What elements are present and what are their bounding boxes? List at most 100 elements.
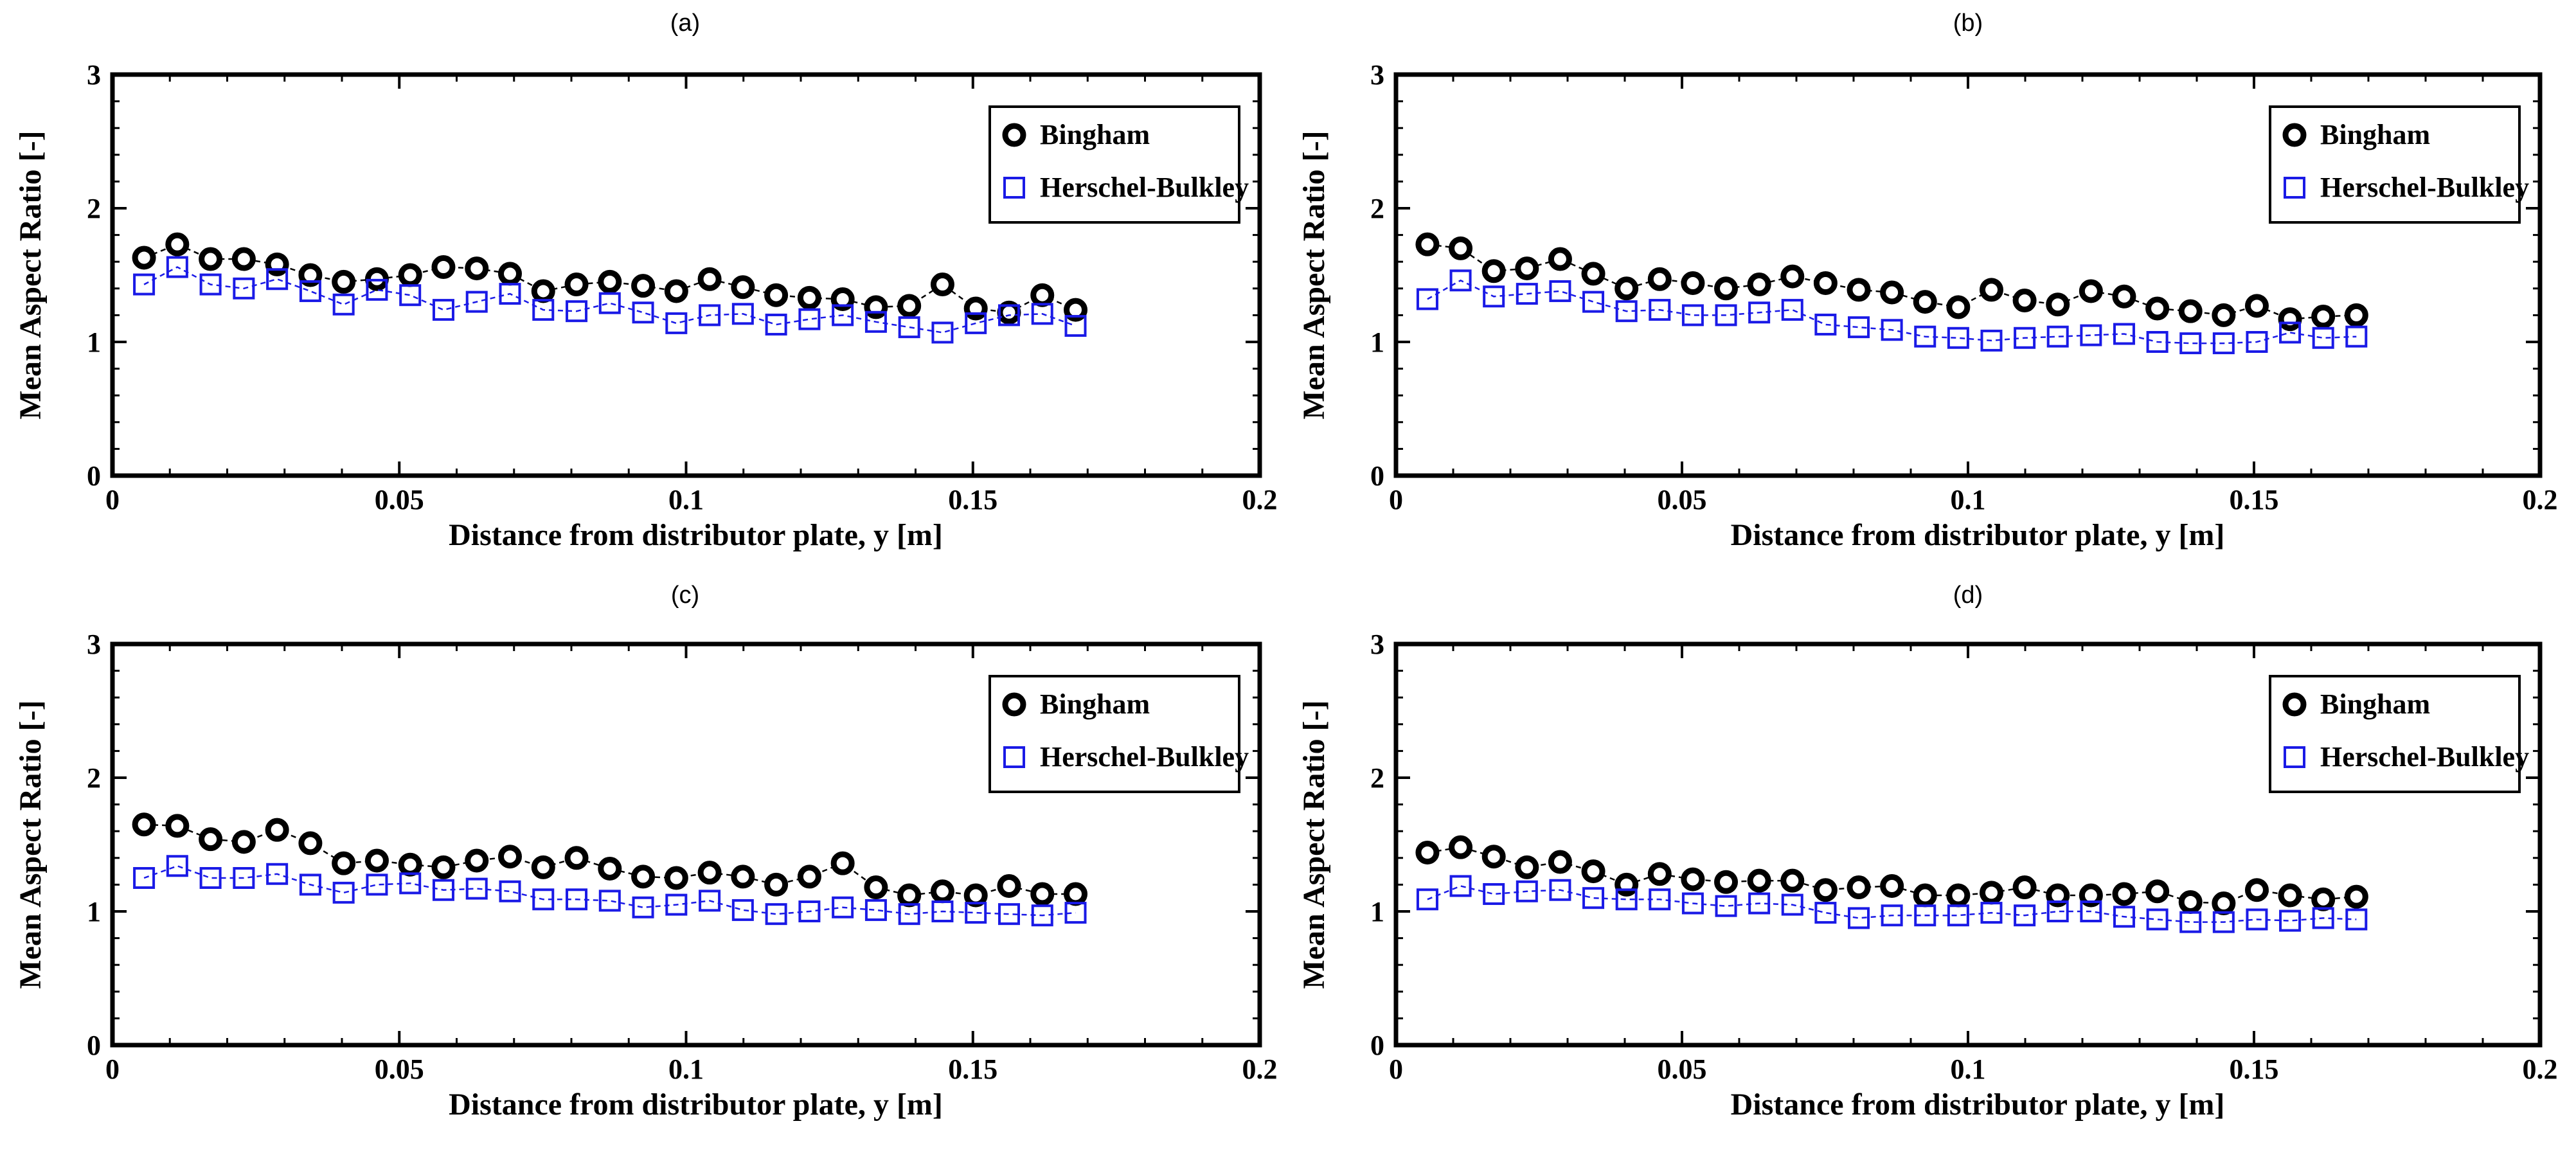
data-point-bingham: [598, 269, 622, 294]
data-point-herschel-bulkley: [2014, 904, 2036, 927]
y-tick-label: 0: [1370, 460, 1384, 492]
data-point-herschel-bulkley: [665, 312, 688, 334]
data-point-bingham: [1913, 290, 1937, 314]
data-point-herschel-bulkley: [233, 277, 255, 300]
data-point-herschel-bulkley: [2312, 327, 2334, 349]
x-axis-title: Distance from distributor plate, y [m]: [1731, 1088, 2225, 1122]
data-point-herschel-bulkley: [532, 299, 555, 321]
data-point-herschel-bulkley: [1881, 904, 1903, 927]
data-point-herschel-bulkley: [798, 308, 821, 330]
data-point-herschel-bulkley: [432, 879, 454, 901]
data-point-herschel-bulkley: [1615, 300, 1638, 323]
x-tick-label: 0.2: [1242, 484, 1278, 515]
data-point-bingham: [1747, 868, 1771, 893]
data-point-bingham: [1847, 875, 1871, 900]
data-point-herschel-bulkley: [1582, 887, 1605, 909]
data-point-herschel-bulkley: [2246, 331, 2268, 353]
data-point-bingham: [2212, 303, 2236, 327]
legend-box: [988, 675, 1240, 793]
data-point-herschel-bulkley: [731, 899, 754, 921]
legend: Bingham Herschel-Bulkley: [2269, 675, 2529, 793]
data-point-bingham: [664, 279, 688, 303]
x-tick-label: 0.1: [668, 484, 704, 515]
legend-marker-bingham: [1002, 123, 1026, 147]
data-point-herschel-bulkley: [1748, 301, 1771, 324]
data-point-bingham: [231, 830, 256, 854]
data-point-bingham: [1979, 278, 2003, 302]
data-point-bingham: [2178, 890, 2203, 914]
data-point-bingham: [1515, 256, 1539, 281]
data-point-herschel-bulkley: [832, 896, 854, 918]
data-point-bingham: [1481, 259, 1506, 283]
data-point-bingham: [498, 262, 523, 286]
x-tick-label: 0: [1389, 1053, 1403, 1085]
data-point-herschel-bulkley: [1980, 902, 2003, 924]
legend-label-herschel-bulkley: Herschel-Bulkley: [2320, 172, 2529, 203]
y-tick-label: 2: [87, 762, 101, 794]
legend-marker-bingham: [2282, 692, 2307, 717]
data-point-bingham: [498, 845, 523, 869]
data-point-bingham: [265, 818, 289, 842]
legend-box: [2269, 105, 2521, 224]
x-tick-label: 0.2: [1242, 1053, 1278, 1085]
data-point-herschel-bulkley: [997, 903, 1020, 926]
data-point-herschel-bulkley: [931, 321, 954, 344]
data-point-herschel-bulkley: [2046, 325, 2069, 348]
data-point-herschel-bulkley: [199, 273, 222, 296]
data-point-herschel-bulkley: [598, 292, 621, 314]
data-point-herschel-bulkley: [1416, 888, 1438, 911]
x-tick-label: 0.1: [1951, 1053, 1986, 1085]
data-point-bingham: [2145, 879, 2170, 904]
y-axis-title: Mean Aspect Ratio [-]: [1297, 130, 1331, 419]
chart-panel-d: (d) 0 0.05 0.1 0.15 0.2 0 1 2 3 Distance from dist…: [1297, 582, 2558, 1122]
legend-label-bingham: Bingham: [1040, 688, 1150, 720]
data-point-herschel-bulkley: [432, 299, 454, 321]
data-point-herschel-bulkley: [731, 303, 754, 325]
data-point-herschel-bulkley: [366, 873, 388, 896]
data-point-bingham: [1880, 873, 1904, 898]
data-point-bingham: [1847, 278, 1871, 302]
data-point-herschel-bulkley: [2014, 327, 2036, 349]
y-axis-title: Mean Aspect Ratio [-]: [13, 130, 48, 419]
data-point-bingham: [564, 846, 589, 870]
data-point-herschel-bulkley: [532, 888, 555, 911]
data-point-herschel-bulkley: [765, 313, 787, 336]
data-point-bingham: [697, 267, 722, 291]
series-line-bingham: [1427, 243, 2357, 320]
data-point-bingham: [398, 263, 422, 287]
y-axis-title: Mean Aspect Ratio [-]: [13, 700, 48, 989]
data-point-bingham: [531, 279, 555, 303]
data-point-bingham: [1780, 868, 1805, 893]
data-point-bingham: [332, 851, 356, 875]
data-point-bingham: [1747, 273, 1771, 297]
data-point-herschel-bulkley: [965, 312, 987, 334]
data-point-bingham: [764, 283, 789, 307]
data-point-bingham: [1979, 881, 2003, 905]
data-point-bingham: [631, 274, 656, 298]
data-point-herschel-bulkley: [931, 900, 954, 922]
x-tick-label: 0.05: [375, 1053, 424, 1085]
y-axis-title: Mean Aspect Ratio [-]: [1297, 700, 1331, 989]
data-point-bingham: [1581, 262, 1606, 286]
data-point-bingham: [1647, 267, 1672, 291]
data-point-bingham: [1946, 883, 1971, 908]
y-tick-label: 1: [1370, 896, 1384, 927]
data-point-herschel-bulkley: [2113, 323, 2135, 345]
x-tick-label: 0: [1389, 484, 1403, 515]
data-point-bingham: [2112, 882, 2136, 906]
legend-marker-bingham: [1002, 692, 1026, 717]
data-point-bingham: [165, 232, 190, 256]
data-point-herschel-bulkley: [133, 867, 156, 889]
legend: Bingham Herschel-Bulkley: [988, 105, 1249, 224]
data-point-herschel-bulkley: [2345, 325, 2368, 348]
data-point-bingham: [1780, 264, 1805, 289]
data-point-herschel-bulkley: [997, 304, 1020, 327]
data-point-herschel-bulkley: [1681, 892, 1704, 915]
panel-label: (b): [1953, 10, 1983, 37]
data-point-herschel-bulkley: [2212, 332, 2235, 355]
data-point-bingham: [465, 256, 489, 281]
data-point-bingham: [199, 827, 223, 852]
data-point-herschel-bulkley: [864, 310, 887, 333]
data-point-herschel-bulkley: [1483, 285, 1505, 308]
x-axis-title: Distance from distributor plate, y [m]: [1731, 518, 2225, 552]
